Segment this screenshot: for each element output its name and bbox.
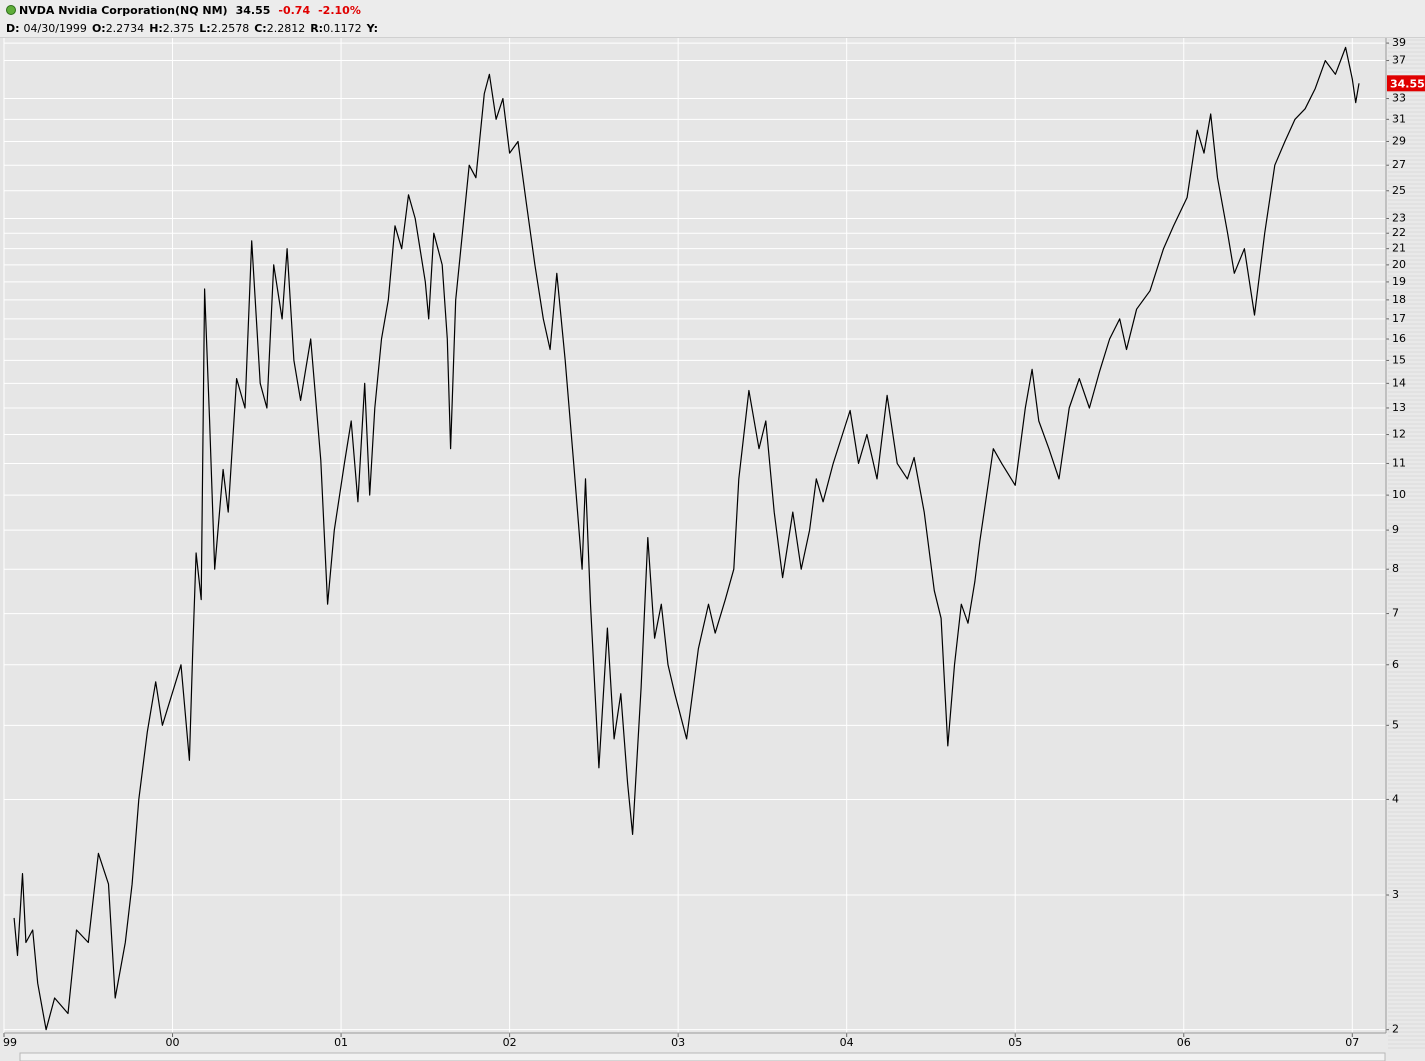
status-icon <box>6 5 16 15</box>
y-tick-label: 19 <box>1392 275 1406 288</box>
y-tick-label: 5 <box>1392 718 1399 731</box>
y-tick-label: 20 <box>1392 258 1406 271</box>
x-tick-label: 07 <box>1345 1036 1359 1049</box>
x-tick-label: 02 <box>503 1036 517 1049</box>
y-tick-label: 33 <box>1392 92 1406 105</box>
scrollbar <box>19 1052 1386 1061</box>
y-tick-label: 27 <box>1392 158 1406 171</box>
symbol-title: NVDA Nvidia Corporation(NQ NM) <box>19 4 228 17</box>
field-value: 04/30/1999 <box>23 22 87 35</box>
y-tick-label: 2 <box>1392 1023 1399 1036</box>
y-tick-label: 11 <box>1392 456 1406 469</box>
price-line <box>13 46 1360 1031</box>
plot-area <box>4 38 1386 1033</box>
field-value: 2.2734 <box>105 22 145 35</box>
x-tick-label: 06 <box>1177 1036 1191 1049</box>
y-tick-label: 18 <box>1392 293 1406 306</box>
last-price-label: 34.55 <box>1390 77 1425 90</box>
y-tick-label: 15 <box>1392 353 1406 366</box>
y-tick-label: 17 <box>1392 312 1406 325</box>
field-value: 2.2578 <box>210 22 250 35</box>
y-tick-label: 22 <box>1392 226 1406 239</box>
y-tick-label: 10 <box>1392 488 1406 501</box>
y-tick-label: 13 <box>1392 401 1406 414</box>
change-pct: -2.10% <box>318 4 361 17</box>
x-tick-label: 00 <box>166 1036 180 1049</box>
y-tick-label: 12 <box>1392 428 1406 441</box>
field-value: 2.2812 <box>266 22 306 35</box>
y-tick-label: 23 <box>1392 211 1406 224</box>
field-label: D: <box>6 22 20 35</box>
y-tick-label: 39 <box>1392 36 1406 49</box>
last-price-box <box>1387 75 1425 92</box>
field-label: O: <box>91 22 106 35</box>
y-tick-label: 37 <box>1392 54 1406 67</box>
quote-line: NVDA Nvidia Corporation(NQ NM) 34.55 -0.74… <box>6 4 361 17</box>
y-tick-label: 21 <box>1392 242 1406 255</box>
field-value: 0.1172 <box>323 22 362 35</box>
y-tick-label: 29 <box>1392 134 1406 147</box>
change: -0.74 <box>278 4 311 17</box>
x-tick-label: 99 <box>3 1036 17 1049</box>
y-tick-label: 31 <box>1392 112 1406 125</box>
y-tick-label: 8 <box>1392 562 1399 575</box>
bar-info: D: 04/30/1999 O:2.2734 H:2.375 L:2.2578 C:2.2… <box>6 22 378 35</box>
x-tick-label: 04 <box>840 1036 854 1049</box>
y-tick-label: 6 <box>1392 658 1399 671</box>
y-tick-label: 14 <box>1392 376 1406 389</box>
x-tick-label: 01 <box>334 1036 348 1049</box>
last-price: 34.55 <box>235 4 271 17</box>
field-label: R: <box>310 22 324 35</box>
y-tick-label: 7 <box>1392 607 1399 620</box>
y-tick-label: 9 <box>1392 523 1399 536</box>
y-tick-label: 25 <box>1392 184 1406 197</box>
x-tick-label: 05 <box>1008 1036 1022 1049</box>
header: NVDA Nvidia Corporation(NQ NM) 34.55 -0.74… <box>0 0 1425 38</box>
field-label: C: <box>254 22 267 35</box>
y-tick-label: 3 <box>1392 888 1399 901</box>
field-label: H: <box>149 22 163 35</box>
y-tick-label: 4 <box>1392 792 1399 805</box>
x-tick-label: 03 <box>671 1036 685 1049</box>
y-tick-label: 16 <box>1392 332 1406 345</box>
field-value: 2.375 <box>162 22 195 35</box>
field-label: L: <box>199 22 211 35</box>
field-label: Y: <box>366 22 378 35</box>
